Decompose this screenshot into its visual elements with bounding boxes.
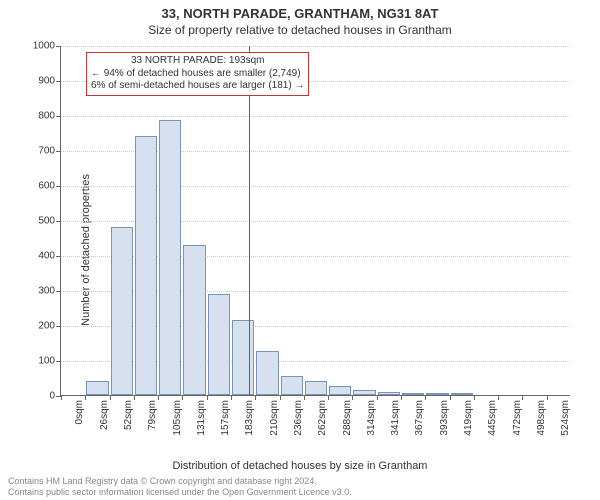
- bar: [135, 136, 157, 395]
- annotation-box: 33 NORTH PARADE: 193sqm← 94% of detached…: [86, 52, 309, 96]
- xtick-label: 105sqm: [172, 400, 183, 436]
- xtick-mark: [522, 395, 523, 400]
- xtick-label: 183sqm: [244, 400, 255, 436]
- bar: [426, 393, 448, 395]
- xtick-mark: [85, 395, 86, 400]
- annotation-line: ← 94% of detached houses are smaller (2,…: [91, 68, 304, 81]
- xtick-mark: [304, 395, 305, 400]
- xtick-label: 498sqm: [536, 400, 547, 436]
- chart-title-main: 33, NORTH PARADE, GRANTHAM, NG31 8AT: [0, 0, 600, 21]
- xtick-label: 262sqm: [317, 400, 328, 436]
- xtick-label: 131sqm: [196, 400, 207, 436]
- xtick-label: 288sqm: [342, 400, 353, 436]
- xtick-label: 26sqm: [99, 400, 110, 430]
- attribution-footer: Contains HM Land Registry data © Crown c…: [8, 476, 352, 499]
- ytick-mark: [56, 186, 61, 187]
- xtick-label: 0sqm: [74, 400, 85, 424]
- xtick-label: 524sqm: [560, 400, 571, 436]
- xtick-label: 367sqm: [414, 400, 425, 436]
- xtick-label: 393sqm: [439, 400, 450, 436]
- xtick-mark: [474, 395, 475, 400]
- ytick-label: 300: [38, 286, 55, 297]
- xtick-label: 341sqm: [390, 400, 401, 436]
- bar: [208, 294, 230, 396]
- xtick-label: 210sqm: [269, 400, 280, 436]
- ytick-label: 0: [49, 391, 55, 402]
- ytick-mark: [56, 46, 61, 47]
- xtick-mark: [425, 395, 426, 400]
- ytick-mark: [56, 291, 61, 292]
- xtick-mark: [61, 395, 62, 400]
- ytick-mark: [56, 81, 61, 82]
- ytick-label: 400: [38, 251, 55, 262]
- chart-title-sub: Size of property relative to detached ho…: [0, 21, 600, 37]
- bar: [451, 393, 473, 395]
- xtick-mark: [255, 395, 256, 400]
- xtick-label: 236sqm: [293, 400, 304, 436]
- ytick-label: 200: [38, 321, 55, 332]
- xtick-mark: [328, 395, 329, 400]
- xtick-label: 157sqm: [220, 400, 231, 436]
- chart-container: 33, NORTH PARADE, GRANTHAM, NG31 8AT Siz…: [0, 0, 600, 500]
- footer-line-1: Contains HM Land Registry data © Crown c…: [8, 476, 352, 487]
- xtick-mark: [401, 395, 402, 400]
- ytick-mark: [56, 326, 61, 327]
- bar: [353, 390, 375, 395]
- ytick-mark: [56, 221, 61, 222]
- xtick-mark: [134, 395, 135, 400]
- xtick-mark: [110, 395, 111, 400]
- marker-line: [249, 46, 250, 395]
- ytick-mark: [56, 361, 61, 362]
- bar: [111, 227, 133, 395]
- ytick-mark: [56, 151, 61, 152]
- xtick-label: 419sqm: [463, 400, 474, 436]
- ytick-label: 1000: [33, 41, 55, 52]
- xtick-mark: [231, 395, 232, 400]
- gridline: [61, 116, 570, 117]
- ytick-mark: [56, 116, 61, 117]
- bar: [159, 120, 181, 395]
- footer-line-2: Contains public sector information licen…: [8, 487, 352, 498]
- xtick-mark: [352, 395, 353, 400]
- xtick-mark: [450, 395, 451, 400]
- ytick-label: 100: [38, 356, 55, 367]
- ytick-mark: [56, 256, 61, 257]
- ytick-label: 800: [38, 111, 55, 122]
- plot-area: 010020030040050060070080090010000sqm26sq…: [60, 46, 570, 396]
- bar: [281, 376, 303, 395]
- bar: [86, 381, 108, 395]
- bar: [402, 393, 424, 395]
- gridline: [61, 46, 570, 47]
- bar: [329, 386, 351, 395]
- bar: [378, 392, 400, 396]
- xtick-label: 472sqm: [512, 400, 523, 436]
- ytick-label: 500: [38, 216, 55, 227]
- xtick-label: 445sqm: [487, 400, 498, 436]
- xtick-mark: [207, 395, 208, 400]
- annotation-line: 33 NORTH PARADE: 193sqm: [91, 55, 304, 68]
- xtick-mark: [377, 395, 378, 400]
- xtick-mark: [182, 395, 183, 400]
- ytick-label: 600: [38, 181, 55, 192]
- xtick-label: 79sqm: [147, 400, 158, 430]
- bar: [305, 381, 327, 395]
- bar: [232, 320, 254, 395]
- xtick-mark: [158, 395, 159, 400]
- x-axis-label: Distribution of detached houses by size …: [0, 460, 600, 472]
- annotation-line: 6% of semi-detached houses are larger (1…: [91, 80, 304, 93]
- xtick-mark: [547, 395, 548, 400]
- ytick-label: 700: [38, 146, 55, 157]
- xtick-label: 314sqm: [366, 400, 377, 436]
- xtick-mark: [498, 395, 499, 400]
- xtick-label: 52sqm: [123, 400, 134, 430]
- bar: [183, 245, 205, 396]
- bar: [256, 351, 278, 395]
- xtick-mark: [280, 395, 281, 400]
- ytick-label: 900: [38, 76, 55, 87]
